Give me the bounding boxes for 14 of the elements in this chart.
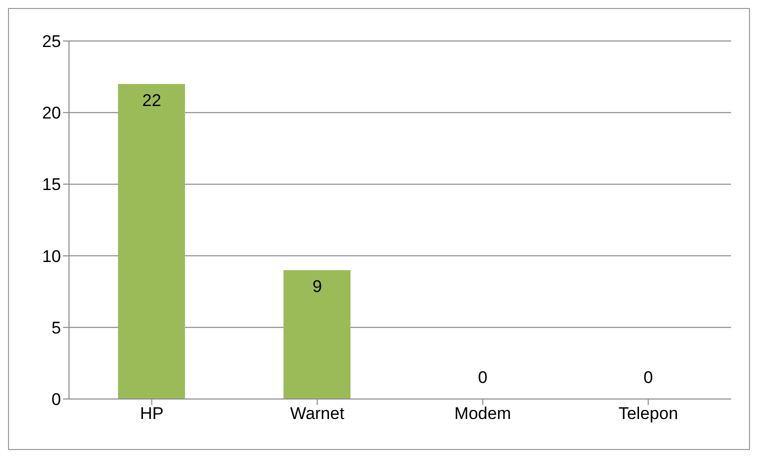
data-label: 0 bbox=[478, 368, 488, 387]
y-tick-label: 15 bbox=[42, 175, 61, 194]
x-tick-label: Warnet bbox=[290, 404, 345, 424]
data-label: 0 bbox=[644, 368, 653, 387]
y-tick-label: 0 bbox=[52, 390, 61, 410]
x-tick-label: Telepon bbox=[618, 404, 678, 424]
data-label: 22 bbox=[142, 90, 162, 110]
y-tick-label: 10 bbox=[42, 246, 61, 266]
y-tick-label: 25 bbox=[42, 32, 61, 52]
y-tick-label: 20 bbox=[42, 104, 61, 123]
y-tick-label: 5 bbox=[52, 318, 61, 338]
x-tick-label: Modem bbox=[454, 404, 512, 424]
x-tick-label: HP bbox=[140, 404, 164, 424]
data-label: 9 bbox=[312, 277, 322, 296]
